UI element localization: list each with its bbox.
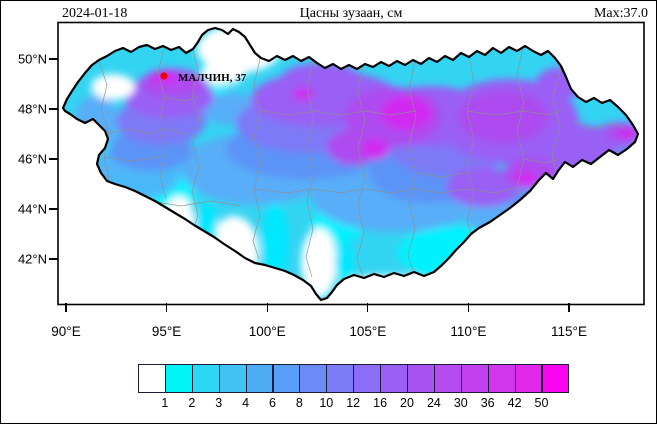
x-tick-mark	[266, 303, 268, 312]
map-frame	[57, 21, 645, 306]
colorbar-label: 30	[453, 396, 468, 410]
y-tick-label: 42°N	[17, 251, 47, 267]
colorbar-cell	[299, 364, 328, 393]
colorbar-cell	[541, 364, 570, 393]
y-tick-mark	[49, 208, 58, 210]
colorbar-cell	[407, 364, 435, 393]
colorbar-cell	[138, 364, 166, 393]
colorbar-cell	[487, 364, 516, 393]
x-tick-label: 115°E	[551, 324, 587, 339]
x-tick-mark	[367, 303, 369, 312]
y-tick-mark	[49, 58, 58, 60]
colorbar-cell	[514, 364, 543, 393]
colorbar-label: 24	[426, 396, 441, 410]
colorbar-cell	[353, 364, 382, 393]
y-tick-label: 44°N	[17, 201, 47, 217]
x-tick-label: 95°E	[151, 324, 182, 339]
colorbar-cell	[164, 364, 193, 393]
colorbar-cell	[326, 364, 355, 393]
x-tick-mark	[65, 303, 67, 312]
colorbar-label: 3	[215, 396, 223, 410]
map-title: Цасны зузаан, см	[299, 6, 403, 21]
colorbar-cell	[380, 364, 408, 393]
y-tick-mark	[49, 158, 58, 160]
x-tick-label: 110°E	[450, 324, 487, 339]
station-marker	[160, 72, 168, 80]
station-label: МАЛЧИН, 37	[178, 72, 247, 84]
colorbar-label: 2	[188, 396, 196, 410]
colorbar-cell	[245, 364, 274, 393]
colorbar-label: 16	[373, 396, 388, 410]
colorbar-label: 36	[480, 396, 495, 410]
colorbar-cell	[191, 364, 220, 393]
y-tick-label: 46°N	[17, 151, 47, 167]
x-tick-mark	[166, 303, 168, 312]
y-tick-mark	[49, 258, 58, 260]
colorbar-label: 8	[295, 396, 303, 410]
header-date: 2024-01-18	[62, 6, 128, 21]
colorbar-label: 12	[346, 396, 361, 410]
colorbar-cell	[460, 364, 489, 393]
x-tick-label: 90°E	[51, 324, 81, 339]
colorbar-cell	[433, 364, 462, 393]
max-value-label: Max:37.0	[593, 6, 648, 21]
x-tick-mark	[467, 303, 470, 312]
colorbar-cell	[272, 364, 301, 393]
colorbar-label: 10	[319, 396, 334, 410]
colorbar-label: 20	[400, 396, 414, 410]
country-outline	[61, 26, 640, 302]
y-tick-label: 48°N	[17, 101, 47, 117]
y-tick-label: 50°N	[17, 51, 47, 67]
colorbar-label: 42	[507, 396, 522, 410]
province-borders	[98, 46, 626, 278]
x-tick-label: 105°E	[349, 324, 387, 339]
colorbar-label: 50	[534, 396, 549, 410]
y-tick-mark	[49, 108, 58, 110]
colorbar-label: 4	[242, 396, 250, 410]
snow-contours	[63, 28, 638, 300]
x-tick-label: 100°E	[248, 324, 286, 339]
colorbar-label: 1	[161, 396, 169, 410]
colorbar-label: 6	[269, 396, 276, 410]
colorbar-cell	[218, 364, 247, 393]
x-tick-mark	[568, 303, 570, 312]
